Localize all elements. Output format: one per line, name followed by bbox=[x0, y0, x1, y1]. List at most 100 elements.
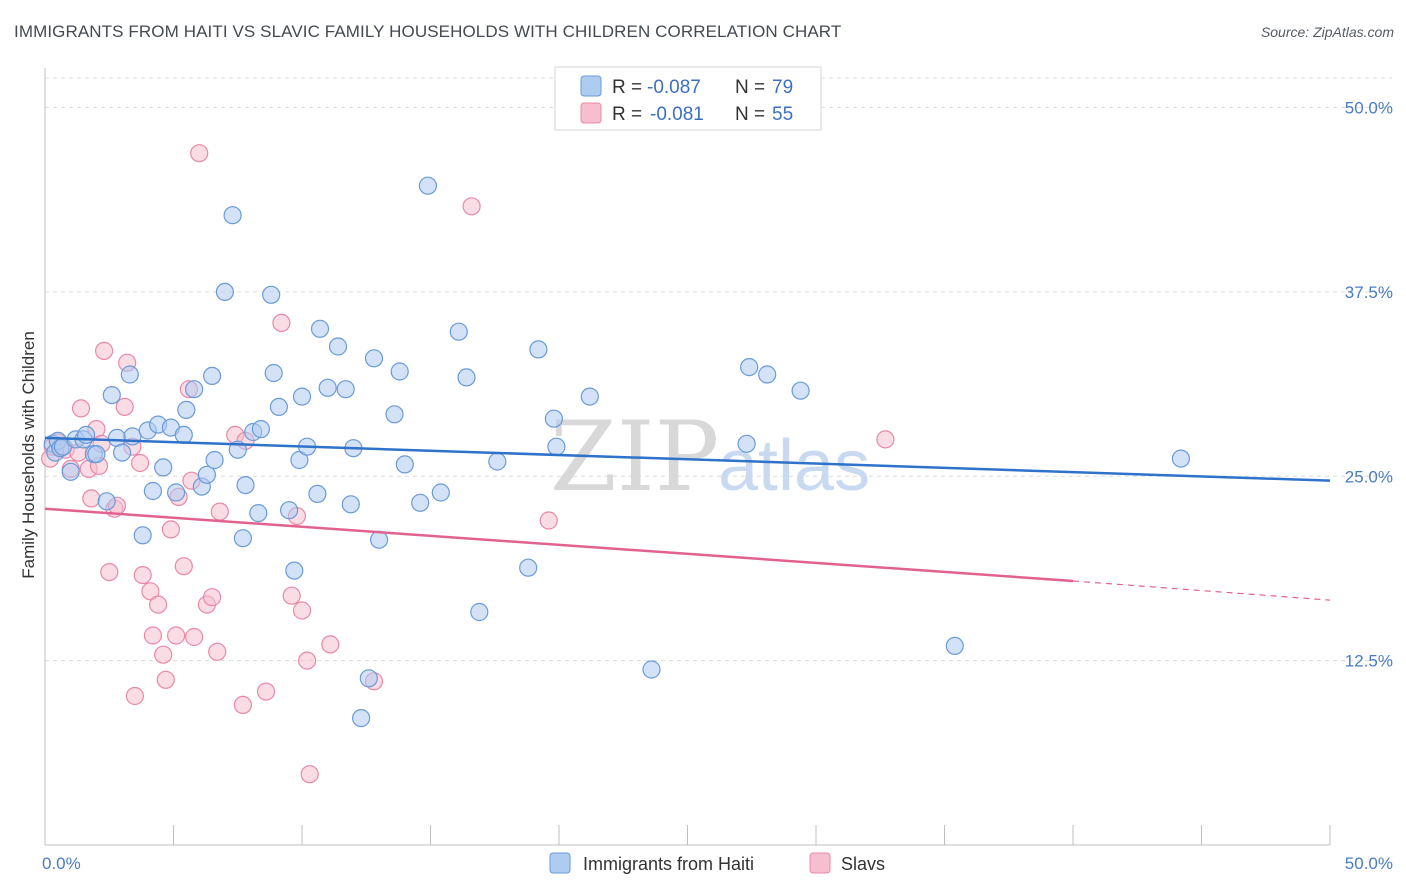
slavs-point bbox=[71, 399, 91, 418]
haiti-point bbox=[341, 495, 360, 514]
haiti-point bbox=[945, 636, 964, 656]
haiti-point bbox=[236, 476, 255, 495]
haiti-trend-line bbox=[44, 436, 1331, 482]
haiti-point bbox=[223, 206, 242, 225]
haiti-point bbox=[251, 420, 270, 439]
haiti-point bbox=[642, 660, 661, 679]
haiti-point bbox=[292, 387, 312, 406]
haiti-point bbox=[285, 561, 304, 580]
trend-layer bbox=[44, 436, 1331, 601]
haiti-point bbox=[791, 381, 810, 400]
haiti-point bbox=[519, 558, 538, 577]
slavs-point bbox=[272, 313, 291, 332]
slavs-point bbox=[125, 686, 144, 706]
y-tick-label: 25.0% bbox=[1345, 467, 1393, 486]
series-legend-swatch-haiti bbox=[549, 852, 571, 874]
slavs-point bbox=[462, 197, 481, 216]
haiti-point bbox=[185, 380, 204, 399]
haiti-point bbox=[102, 386, 121, 405]
slavs-point bbox=[190, 144, 209, 163]
slavs-point bbox=[256, 682, 276, 701]
legend-n-label-haiti: N = bbox=[735, 77, 765, 98]
haiti-point bbox=[97, 492, 116, 511]
slavs-point bbox=[876, 430, 895, 449]
slavs-point bbox=[233, 695, 252, 715]
y-axis-title: Family Households with Children bbox=[19, 331, 38, 579]
haiti-point bbox=[215, 282, 234, 301]
x-tick-label-max: 50.0% bbox=[1345, 854, 1393, 873]
haiti-point bbox=[154, 458, 173, 477]
haiti-point bbox=[112, 443, 132, 462]
points-layer bbox=[40, 144, 1191, 784]
correlation-legend: R = -0.087 N = 79 R = -0.081 N = 55 bbox=[554, 66, 822, 131]
haiti-point bbox=[352, 708, 371, 728]
haiti-point bbox=[529, 340, 548, 359]
slavs-point bbox=[292, 601, 312, 620]
haiti-point bbox=[336, 380, 355, 399]
grid-layer bbox=[45, 77, 1392, 662]
slavs-trend-line bbox=[44, 507, 1074, 583]
slavs-point bbox=[210, 502, 229, 521]
slavs-point bbox=[167, 626, 186, 645]
haiti-point bbox=[249, 503, 268, 523]
haiti-point bbox=[390, 362, 409, 381]
haiti-point bbox=[737, 434, 756, 453]
haiti-point bbox=[174, 425, 193, 444]
legend-n-value-slavs: 55 bbox=[772, 104, 793, 125]
x-tick-label-min: 0.0% bbox=[42, 854, 81, 873]
haiti-point bbox=[233, 529, 252, 548]
haiti-point bbox=[431, 483, 450, 502]
haiti-point bbox=[167, 483, 186, 502]
haiti-point bbox=[470, 602, 489, 622]
slavs-point bbox=[100, 562, 119, 582]
haiti-point bbox=[758, 365, 777, 384]
y-tick-label: 50.0% bbox=[1345, 99, 1393, 118]
haiti-point bbox=[411, 493, 430, 512]
haiti-point bbox=[205, 450, 224, 470]
slavs-point bbox=[300, 765, 319, 784]
haiti-point bbox=[364, 349, 384, 368]
y-tick-label: 12.5% bbox=[1345, 652, 1393, 671]
slavs-trend-extension bbox=[1072, 580, 1331, 601]
haiti-point bbox=[449, 322, 468, 341]
chart-title: IMMIGRANTS FROM HAITI VS SLAVIC FAMILY H… bbox=[14, 22, 842, 41]
legend-r-value-slavs: -0.081 bbox=[650, 104, 704, 125]
legend-r-label-haiti: R = bbox=[612, 77, 642, 98]
legend-n-value-haiti: 79 bbox=[772, 77, 793, 98]
haiti-point bbox=[457, 368, 476, 387]
legend-n-label-slavs: N = bbox=[735, 104, 765, 125]
source-credit: Source: ZipAtlas.com bbox=[1260, 24, 1394, 40]
legend-swatch-haiti bbox=[580, 75, 602, 97]
slavs-point bbox=[133, 565, 152, 585]
haiti-point bbox=[395, 455, 414, 474]
slavs-point bbox=[185, 627, 204, 647]
haiti-point bbox=[264, 363, 283, 383]
haiti-point bbox=[359, 669, 378, 688]
haiti-point bbox=[1171, 449, 1191, 468]
series-legend-swatch-slavs bbox=[809, 852, 831, 874]
slavs-point bbox=[149, 595, 168, 614]
haiti-point bbox=[308, 484, 327, 503]
slavs-point bbox=[161, 520, 180, 539]
haiti-point bbox=[385, 405, 404, 424]
haiti-point bbox=[328, 337, 348, 356]
series-legend: Immigrants from Haiti Slavs bbox=[549, 852, 885, 874]
slavs-point bbox=[154, 645, 173, 664]
haiti-point bbox=[133, 526, 152, 545]
legend-r-label-slavs: R = bbox=[612, 104, 642, 125]
slavs-point bbox=[82, 489, 101, 508]
haiti-point bbox=[177, 400, 196, 419]
legend-r-value-haiti: -0.087 bbox=[647, 77, 701, 98]
slavs-point bbox=[115, 397, 134, 416]
haiti-point bbox=[488, 452, 507, 471]
haiti-point bbox=[123, 427, 142, 446]
slavs-point bbox=[298, 651, 317, 670]
slavs-point bbox=[143, 626, 162, 645]
y-tick-label: 37.5% bbox=[1345, 283, 1393, 302]
haiti-point bbox=[203, 366, 222, 385]
haiti-point bbox=[280, 501, 299, 520]
slavs-point bbox=[131, 453, 150, 473]
haiti-point bbox=[120, 365, 139, 384]
haiti-point bbox=[580, 387, 599, 406]
